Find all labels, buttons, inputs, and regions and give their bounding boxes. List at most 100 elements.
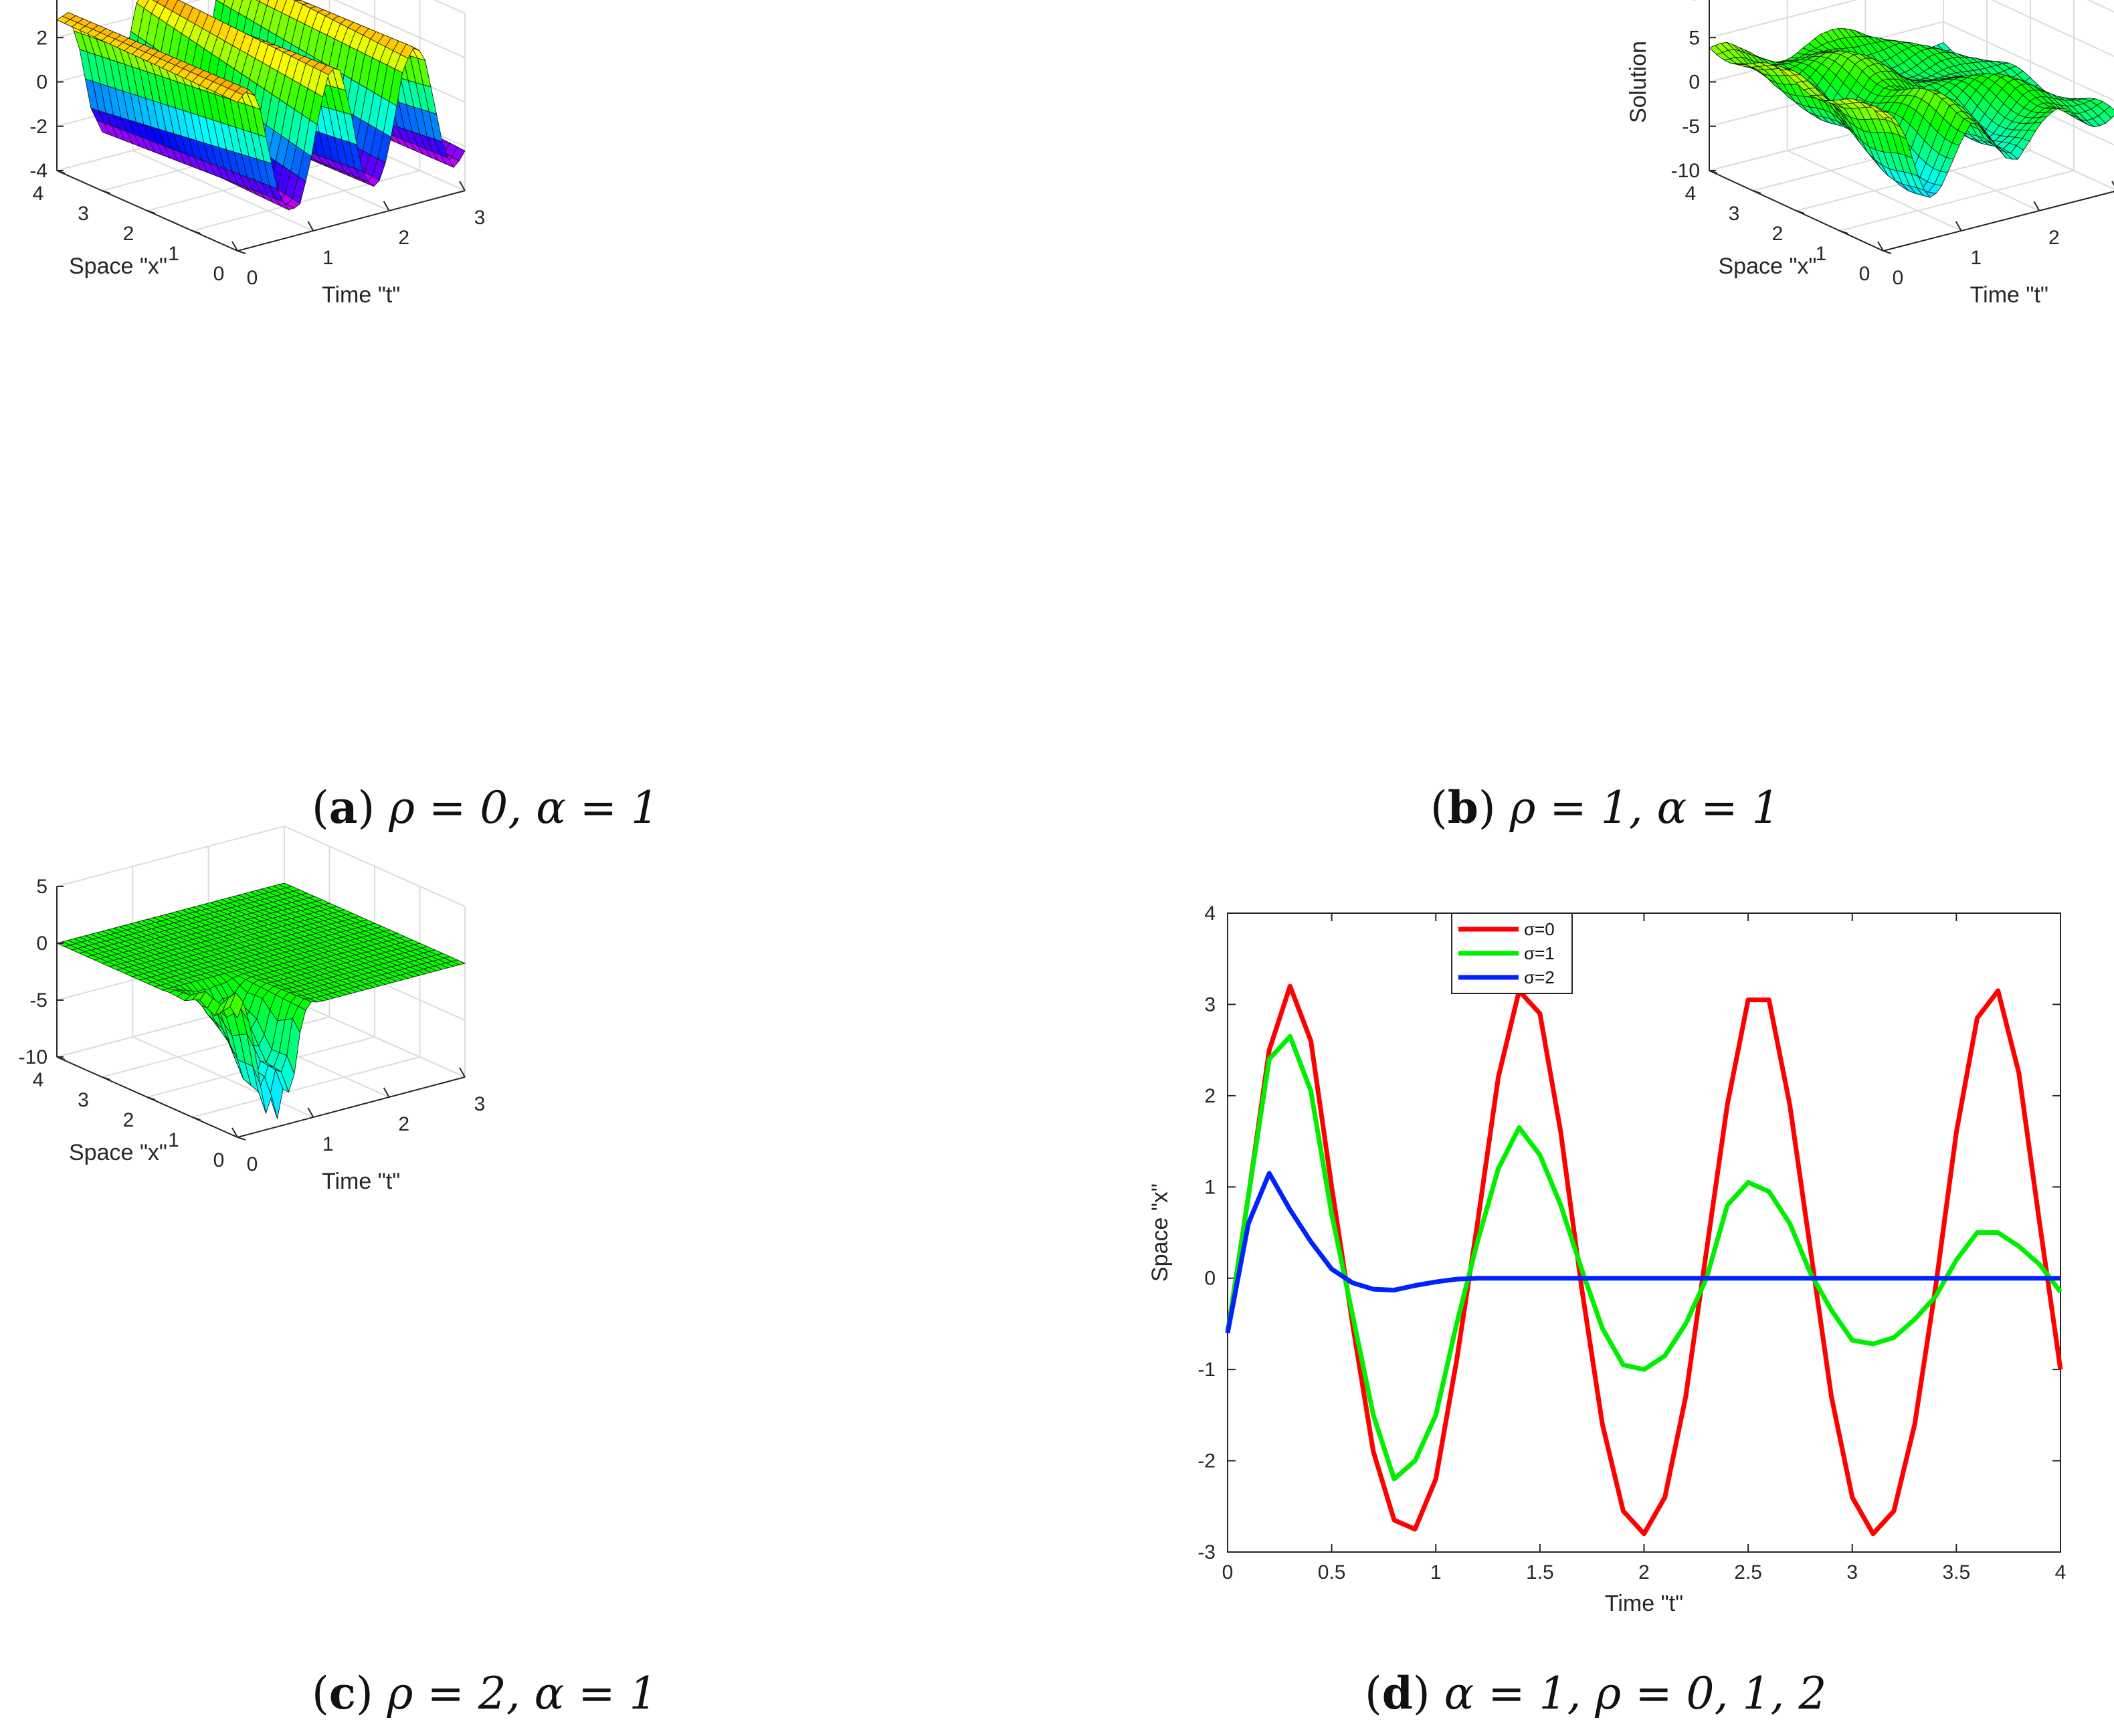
x-tick — [1883, 250, 1892, 254]
x-tick-label: 2 — [123, 223, 134, 245]
grid-line-z — [2087, 0, 2114, 13]
x-tick-label: 4 — [33, 1069, 44, 1091]
y-tick-label: -3 — [1197, 1541, 1216, 1563]
legend: σ=0 σ=1 σ=2 — [1451, 912, 1573, 994]
grid-line-x-floor — [192, 1056, 420, 1118]
caption-b: (b) ρ = 1, α = 1 — [1430, 781, 1780, 834]
series-line-0 — [1225, 983, 2063, 1537]
x-tick-label: 1 — [168, 243, 179, 265]
y-tick — [307, 1107, 314, 1118]
x-tick-label: 0 — [213, 263, 225, 285]
x-tick — [1752, 190, 1761, 194]
x-axis-label: Space "x" — [1719, 254, 1817, 279]
x-tick — [237, 250, 246, 254]
y-tick-label: 0 — [247, 267, 258, 289]
y-axis-label: Time "t" — [322, 282, 400, 308]
x-tick-label: 3 — [78, 1089, 89, 1111]
x-tick-label: 3 — [78, 203, 89, 225]
x-tick-label: 4 — [33, 183, 44, 205]
z-tick-label: 0 — [36, 72, 47, 94]
surface-patch — [229, 91, 244, 103]
x-tick-label: 0 — [213, 1149, 225, 1171]
panel-c: 50-5-10012340123SolutionSpace "x"Time "t… — [0, 825, 1057, 1619]
caption-d-text: α = 1, ρ = 0, 1, 2 — [1444, 1668, 1827, 1719]
y-axis-line — [1883, 191, 2114, 252]
y-tick — [383, 201, 390, 211]
z-axis-label: Solution — [1626, 41, 1651, 123]
z-tick-label: 10 — [1678, 0, 1700, 5]
y-tick-label: 0 — [1204, 1268, 1216, 1290]
x-tick-label: 1.5 — [1526, 1561, 1554, 1583]
x-axis-label: Space "x" — [69, 254, 167, 279]
z-tick-label: 2 — [36, 27, 47, 49]
x-tick — [192, 1117, 201, 1121]
y-axis-label: Space "x" — [1147, 1183, 1173, 1282]
x-tick-label: 3 — [1729, 203, 1740, 225]
legend-label-1: σ=1 — [1524, 943, 1555, 963]
x-tick — [102, 190, 110, 194]
y-tick-label: 1 — [322, 247, 334, 269]
caption-c-text: ρ = 2, α = 1 — [387, 1668, 658, 1719]
y-tick-label: 2 — [2048, 227, 2060, 249]
x-tick — [1796, 210, 1805, 214]
x-tick-label: 3.5 — [1943, 1561, 1971, 1583]
y-tick — [307, 221, 314, 231]
caption-a-text: ρ = 0, α = 1 — [389, 782, 660, 834]
z-tick-label: 5 — [1689, 27, 1700, 49]
panel-d: 0 0.5 1 1.5 2 2.5 3 3.5 4 4 3 2 1 0 -1 -2 -3 Time "t" Spac… — [1097, 883, 2114, 1652]
caption-c: (c) ρ = 2, α = 1 — [312, 1667, 658, 1719]
y-tick-label: 1 — [322, 1133, 334, 1155]
z-tick-label: 4 — [36, 0, 47, 5]
line-chart-d: 0 0.5 1 1.5 2 2.5 3 3.5 4 4 3 2 1 0 -1 -2 -3 Time "t" Spac… — [1147, 902, 2067, 1616]
x-tick-label: 1 — [168, 1129, 179, 1151]
panel-a: 420-2-4012340123SolutionSpace "x"Time "t… — [0, 0, 1057, 736]
x-tick-label: 2.5 — [1734, 1561, 1762, 1583]
x-tick-label: 1 — [1430, 1561, 1442, 1583]
y-axis-line — [237, 1076, 466, 1138]
z-tick-label: -4 — [29, 160, 47, 182]
y-tick — [459, 1067, 466, 1078]
x-tick — [147, 210, 156, 214]
y-tick — [1955, 221, 1962, 231]
surface-chart-c: 50-5-10012340123SolutionSpace "x"Time "t… — [19, 825, 486, 1194]
x-tick-label: 2 — [1772, 223, 1784, 245]
x-tick-label: 3 — [1846, 1561, 1858, 1583]
x-tick-label: 2 — [123, 1109, 134, 1131]
z-tick-label: 0 — [36, 933, 47, 955]
plot-area — [1227, 912, 2061, 1553]
x-tick-label: 0.5 — [1318, 1561, 1346, 1583]
x-tick-label: 4 — [1685, 183, 1697, 205]
series-line-1 — [1225, 1034, 2062, 1482]
x-tick-label: 4 — [2055, 1561, 2067, 1583]
y-tick — [459, 181, 466, 191]
y-axis-label: Time "t" — [322, 1169, 400, 1194]
x-tick-label: 2 — [1638, 1561, 1650, 1583]
x-tick-label: 0 — [1222, 1561, 1234, 1583]
y-tick — [231, 1127, 238, 1138]
y-tick — [2033, 201, 2040, 211]
z-tick-label: -10 — [1671, 160, 1700, 182]
z-tick-label: -5 — [1682, 116, 1700, 138]
y-axis-line — [237, 190, 466, 252]
y-tick — [2111, 181, 2114, 187]
x-tick — [237, 1137, 246, 1141]
caption-d: (d) α = 1, ρ = 0, 1, 2 — [1365, 1667, 1827, 1719]
x-axis-label: Time "t" — [1605, 1591, 1683, 1616]
x-tick — [1839, 230, 1848, 234]
x-tick — [56, 170, 66, 174]
legend-label-2: σ=2 — [1524, 967, 1555, 987]
y-tick-label: 2 — [398, 1113, 409, 1135]
grid-line-x-floor — [1839, 170, 2075, 231]
y-tick-label: 3 — [1204, 993, 1216, 1016]
z-tick-label: -10 — [19, 1046, 47, 1068]
y-tick-label: 4 — [1204, 902, 1216, 925]
panel-b: 1050-5-10012340123SolutionSpace "x"Time … — [1097, 0, 2114, 736]
y-tick-label: 3 — [474, 1093, 486, 1115]
y-tick-label: 2 — [1204, 1085, 1216, 1107]
surface-patch — [229, 991, 244, 1019]
y-tick — [231, 241, 238, 252]
y-tick — [1877, 241, 1884, 252]
caption-b-text: ρ = 1, α = 1 — [1509, 782, 1780, 834]
surface-chart-b: 1050-5-10012340123SolutionSpace "x"Time … — [1626, 0, 2114, 308]
y-tick — [383, 1087, 390, 1098]
